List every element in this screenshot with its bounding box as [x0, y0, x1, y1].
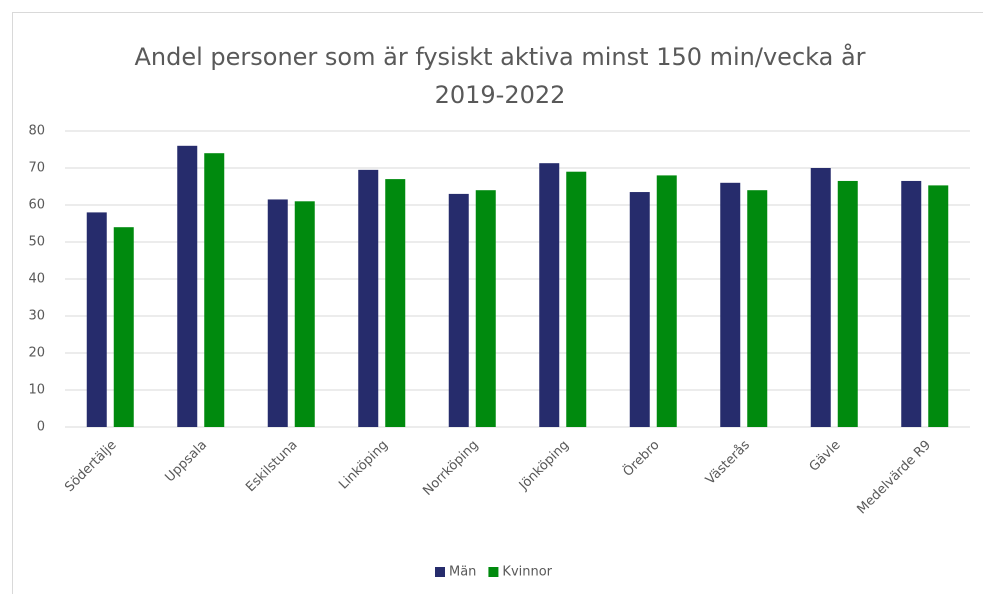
y-tick-label: 70	[28, 161, 45, 176]
x-tick-label: Eskilstuna	[243, 438, 300, 495]
legend-swatch	[435, 567, 445, 577]
y-tick-label: 30	[28, 309, 45, 324]
y-tick-label: 50	[28, 235, 45, 250]
bar	[901, 180, 922, 427]
chart-title: Andel personer som är fysiskt aktiva min…	[134, 43, 866, 109]
bar	[720, 182, 741, 427]
bar	[629, 192, 650, 427]
bar	[928, 185, 949, 427]
bar	[358, 169, 379, 427]
y-tick-label: 0	[37, 420, 45, 435]
x-tick-label: Jönköping	[516, 438, 572, 494]
chart-border	[12, 12, 983, 594]
y-tick-label: 10	[28, 383, 45, 398]
x-tick-label: Uppsala	[162, 438, 210, 486]
bar	[837, 180, 858, 427]
legend-label: Kvinnor	[502, 565, 552, 580]
bar	[475, 190, 496, 427]
bar	[294, 201, 315, 427]
y-tick-label: 80	[28, 124, 45, 139]
bar	[656, 175, 677, 427]
bar	[113, 227, 134, 427]
bar	[539, 163, 560, 427]
x-tick-label: Södertälje	[62, 438, 119, 495]
bar	[177, 145, 198, 428]
y-tick-label: 60	[28, 198, 45, 213]
bar	[385, 179, 406, 427]
legend-label: Män	[449, 565, 476, 580]
x-tick-label: Gävle	[807, 438, 844, 475]
x-tick-label: Medelvärde R9	[854, 438, 934, 518]
bar	[86, 212, 107, 427]
y-tick-label: 40	[28, 272, 45, 287]
bar	[448, 193, 469, 427]
x-tick-label: Örebro	[619, 436, 663, 480]
bar	[566, 171, 587, 427]
legend-swatch	[488, 567, 499, 577]
bar	[267, 199, 288, 427]
bar	[204, 153, 225, 427]
y-tick-label: 20	[28, 346, 45, 361]
bar	[747, 190, 768, 427]
x-tick-label: Västerås	[703, 438, 753, 488]
x-tick-label: Norrköping	[420, 438, 481, 499]
bar	[810, 168, 831, 427]
x-tick-label: Linköping	[336, 438, 391, 493]
